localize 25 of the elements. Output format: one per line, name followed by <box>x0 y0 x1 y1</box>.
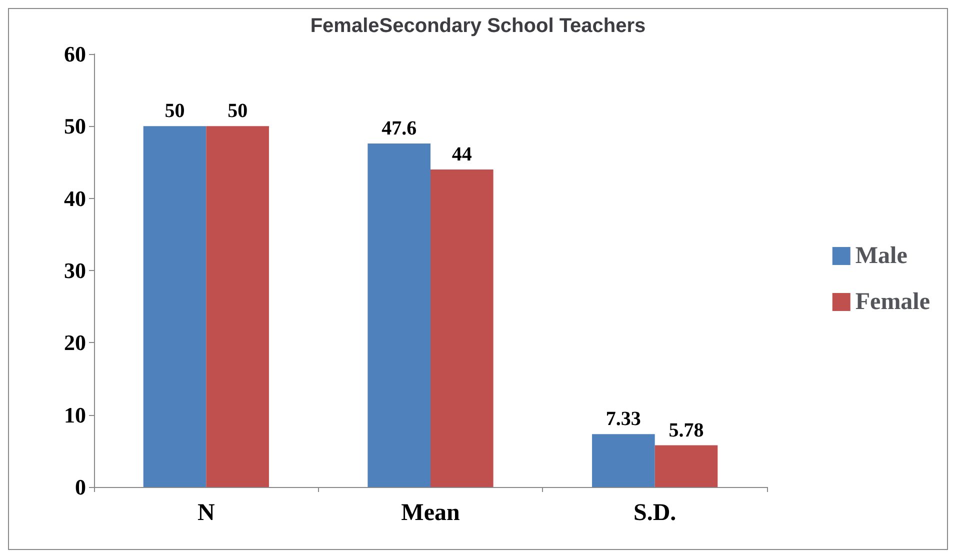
data-label: 7.33 <box>606 408 641 430</box>
bar <box>143 126 206 487</box>
y-tick-label: 0 <box>75 474 86 500</box>
data-label: 5.78 <box>668 419 704 442</box>
data-label: 47.6 <box>382 117 417 140</box>
data-label: 50 <box>228 100 248 122</box>
data-label: 50 <box>164 100 185 122</box>
y-tick-label: 10 <box>64 402 86 428</box>
bar <box>430 169 494 487</box>
bar <box>368 143 430 487</box>
x-tick-label: S.D. <box>633 500 676 526</box>
y-tick-label: 20 <box>64 330 86 356</box>
legend-label: Female <box>855 289 930 315</box>
legend-label: Male <box>855 243 908 269</box>
y-tick-label: 60 <box>64 42 86 66</box>
chart-title: FemaleSecondary School Teachers <box>310 15 646 37</box>
bar <box>206 126 269 487</box>
y-tick-label: 30 <box>64 258 86 283</box>
bar <box>654 445 718 487</box>
x-tick-label: N <box>197 500 216 526</box>
bar <box>592 434 655 487</box>
x-tick-label: Mean <box>401 500 460 526</box>
data-label: 44 <box>452 143 472 166</box>
y-tick-label: 50 <box>64 114 86 139</box>
y-tick-label: 40 <box>64 186 86 211</box>
